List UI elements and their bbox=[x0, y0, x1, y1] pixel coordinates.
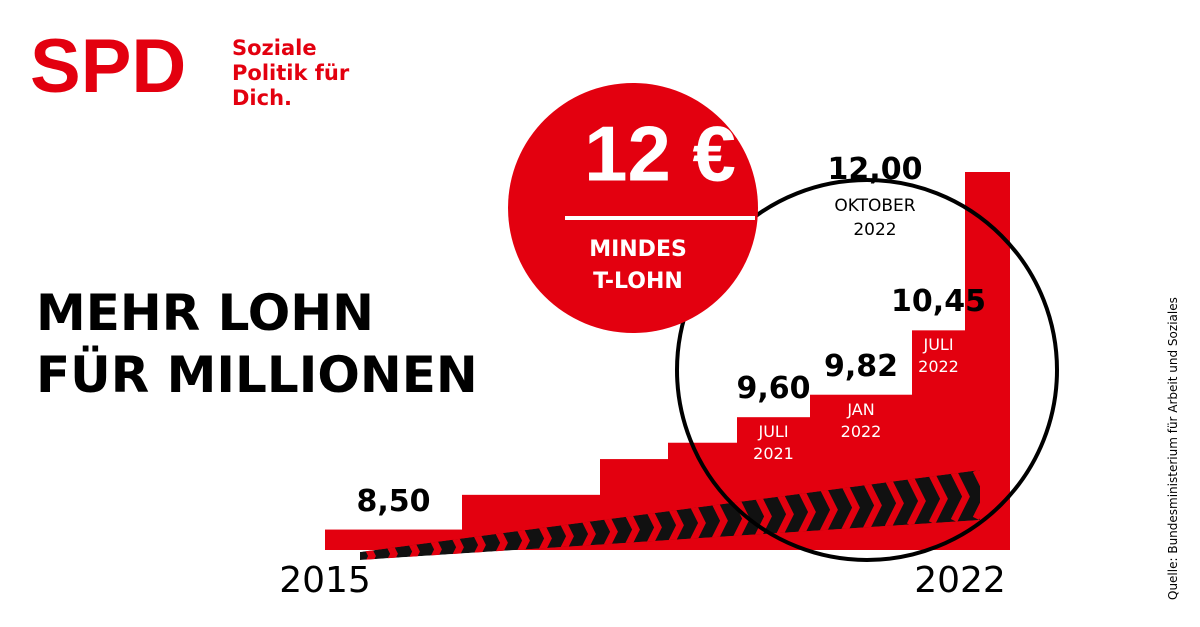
period-label: OKTOBER 2022 bbox=[834, 196, 916, 240]
logo-slogan: Soziale Politik für Dich. bbox=[232, 36, 350, 110]
chevron bbox=[774, 488, 794, 540]
chevron bbox=[928, 473, 948, 525]
period-label: JAN 2022 bbox=[840, 399, 882, 441]
value-label: 12,00 bbox=[827, 152, 923, 187]
chevron bbox=[884, 477, 904, 529]
chevron bbox=[796, 486, 816, 538]
chevron bbox=[862, 479, 882, 531]
axis-start: 2015 bbox=[279, 560, 371, 601]
chevron bbox=[752, 490, 772, 542]
chevron bbox=[818, 484, 838, 536]
chevron bbox=[906, 475, 926, 527]
value-label: 9,60 bbox=[736, 371, 811, 407]
value-label: 8,50 bbox=[356, 483, 431, 519]
badge-amount: 12 € bbox=[584, 110, 736, 198]
period-label: JULI 2021 bbox=[753, 422, 794, 464]
period-label: JULI 2022 bbox=[918, 335, 959, 377]
headline: MEHR LOHN FÜR MILLIONEN bbox=[36, 284, 478, 404]
badge-caption: MINDEST-LOHN bbox=[589, 237, 687, 294]
logo-brand: SPD bbox=[30, 24, 186, 109]
source: Quelle: Bundesministerium für Arbeit und… bbox=[1166, 297, 1180, 600]
zoom-circle bbox=[675, 178, 1059, 562]
axis-end: 2022 bbox=[914, 560, 1006, 601]
chevron bbox=[950, 471, 970, 523]
value-label: 9,82 bbox=[823, 348, 899, 384]
value-label: 10,45 bbox=[891, 284, 986, 320]
chevron bbox=[840, 482, 860, 534]
badge-circle bbox=[508, 83, 758, 333]
